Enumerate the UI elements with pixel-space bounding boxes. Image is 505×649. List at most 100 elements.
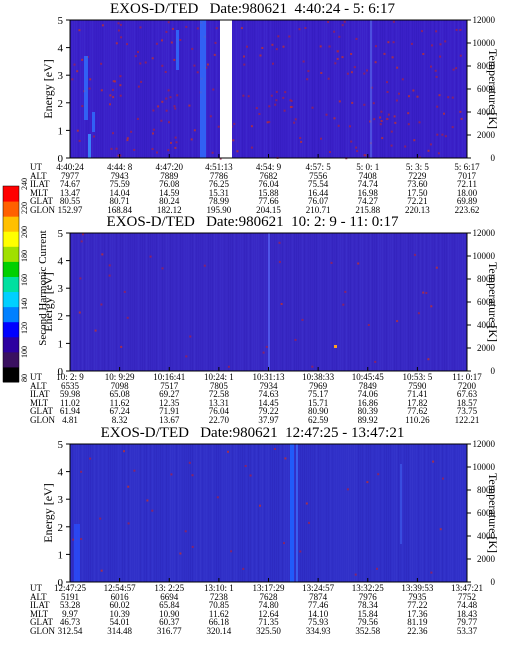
ephemeris-value: 76.07 [308, 196, 329, 206]
ephemeris-value: 7934 [259, 380, 278, 391]
ephemeris-value: 7682 [259, 170, 278, 181]
ephemeris-value: 75.17 [308, 389, 329, 399]
ephemeris-value: 320.14 [206, 625, 232, 636]
ephemeris-value: 22.70 [208, 414, 229, 425]
panel-2-title: EXOS-D/TED Date:980621 10: 2: 9 - 11: 0:… [106, 214, 399, 230]
ephemeris-value: 17.50 [407, 187, 428, 198]
ephemeris-value: 6016 [110, 591, 129, 602]
energy-tick-label: 5 [58, 228, 64, 240]
panel-2-plot: 0 1 2 3 4 5 Energy [eV] 0 2000 4000 6000 8000 10000 1… [41, 228, 500, 378]
spectrogram-bright [268, 233, 337, 371]
ephemeris-value: 10:16:41 [153, 372, 186, 382]
ephemeris-value: 66.18 [208, 617, 229, 627]
colorbar-tick-label: 160 [20, 274, 29, 286]
ephemeris-value: 7786 [209, 170, 228, 181]
ephemeris-value: 7849 [358, 380, 377, 391]
panel-1-ephemeris: UT ALT ILAT MLT GLAT GLON 4:40:24 7977 74.67 13.4… [0, 162, 505, 215]
ephemeris-value: 13:10: 1 [203, 583, 234, 593]
ephemeris-value: 182.12 [156, 204, 182, 215]
ephemeris-value: 4.81 [62, 414, 78, 425]
ephemeris-value: 10:53: 5 [402, 372, 433, 382]
ephemeris-value: 7517 [160, 380, 179, 391]
ephemeris-value: 10:45:45 [351, 372, 384, 382]
ephemeris-value: 75.93 [308, 617, 329, 627]
ephemeris-value: 13:47:21 [450, 583, 484, 593]
ephemeris-value: 74.48 [456, 600, 478, 610]
energy-tick-label: 5 [58, 439, 64, 451]
temperature-axis-label: Temperature [K] [486, 49, 500, 129]
temperature-axis-label: Temperature [K] [486, 262, 500, 342]
ephemeris-value: 7805 [209, 380, 228, 391]
ephemeris-row-label: GLAT [30, 617, 53, 627]
ephemeris-row-label: GLAT [30, 406, 53, 416]
temperature-tick-label: 6000 [477, 508, 496, 518]
ephemeris-value: 80.90 [308, 406, 329, 416]
ephemeris-value: 37.97 [258, 414, 279, 425]
ephemeris-value: 79.77 [456, 617, 478, 627]
ephemeris-value: 7238 [209, 591, 228, 602]
ephemeris-row-label: ILAT [30, 600, 50, 610]
ephemeris-row-label: ALT [30, 380, 47, 391]
ephemeris-value: 7556 [309, 170, 328, 181]
ephemeris-value: 74.06 [357, 389, 378, 399]
ephemeris-value: 12:47:25 [53, 583, 87, 593]
ephemeris-row-label: UT [30, 583, 42, 593]
ephemeris-value: 8.32 [111, 414, 128, 425]
ephemeris-row-label: UT [30, 372, 42, 382]
ephemeris-value: 53.37 [456, 625, 478, 636]
ephemeris-value: 74.27 [357, 196, 378, 206]
temperature-tick-label: 0 [491, 577, 496, 587]
ephemeris-value: 65.84 [159, 600, 180, 610]
colorbar-tick-label: 140 [20, 298, 29, 310]
ephemeris-row-label: ILAT [30, 179, 50, 189]
energy-tick-label: 0 [58, 577, 64, 589]
ephemeris-value: 76.08 [159, 179, 180, 189]
ephemeris-value: 73.60 [407, 179, 428, 189]
ephemeris-value: 4:51:13 [205, 162, 233, 172]
ephemeris-value: 70.85 [208, 600, 229, 610]
ephemeris-row-label: UT [30, 162, 42, 172]
ephemeris-value: 215.88 [355, 204, 381, 215]
colorbar-segment [3, 201, 19, 217]
ephemeris-value: 18.57 [456, 397, 478, 408]
ephemeris-value: 110.26 [405, 414, 430, 425]
energy-axis-label: Energy [eV] [41, 59, 55, 118]
plot-background [70, 20, 467, 158]
colorbar-tick-label: 120 [20, 322, 29, 334]
colorbar-segment [3, 336, 19, 353]
ephemeris-value: 77.46 [308, 600, 329, 610]
ephemeris-value: 54.01 [109, 617, 130, 627]
ephemeris-value: 11.62 [109, 397, 130, 408]
ephemeris-value: 80.71 [109, 196, 130, 206]
energy-tick-label: 1 [58, 338, 64, 350]
ephemeris-value: 10: 2: 9 [56, 372, 84, 382]
temperature-tick-label: 6000 [477, 84, 496, 94]
ephemeris-value: 13.47 [59, 187, 81, 198]
ephemeris-value: 5191 [61, 591, 79, 602]
ephemeris-value: 7229 [408, 170, 427, 181]
ephemeris-value: 9.97 [62, 608, 78, 619]
ephemeris-value: 69.89 [456, 196, 478, 206]
ephemeris-value: 7943 [110, 170, 129, 181]
ephemeris-row-label: GLAT [30, 196, 53, 206]
colorbar-segment [3, 306, 19, 323]
spectrogram-bright [74, 444, 402, 582]
ephemeris-value: 210.71 [305, 204, 331, 215]
ephemeris-value: 74.80 [258, 600, 279, 610]
ephemeris-value: 74.74 [357, 179, 378, 189]
temperature-tick-label: 10000 [473, 251, 496, 261]
ephemeris-value: 46.73 [59, 617, 81, 627]
ephemeris-value: 79.56 [357, 617, 378, 627]
ephemeris-value: 13:17:29 [252, 583, 285, 593]
spectrogram-speckle [78, 233, 438, 368]
ephemeris-value: 7889 [160, 170, 179, 181]
ephemeris-value: 15.71 [308, 397, 329, 408]
panel-2-ephemeris: UT ALT ILAT MLT GLAT GLON 10: 2: 9 6535 59.98 11.… [0, 372, 505, 425]
energy-tick-label: 4 [58, 256, 64, 268]
ephemeris-value: 80.39 [357, 406, 378, 416]
temperature-tick-label: 4000 [477, 107, 496, 117]
ephemeris-value: 14.45 [258, 397, 279, 408]
ephemeris-value: 7976 [358, 591, 377, 602]
colorbar-segment [3, 261, 19, 277]
ephemeris-value: 74.63 [258, 389, 279, 399]
